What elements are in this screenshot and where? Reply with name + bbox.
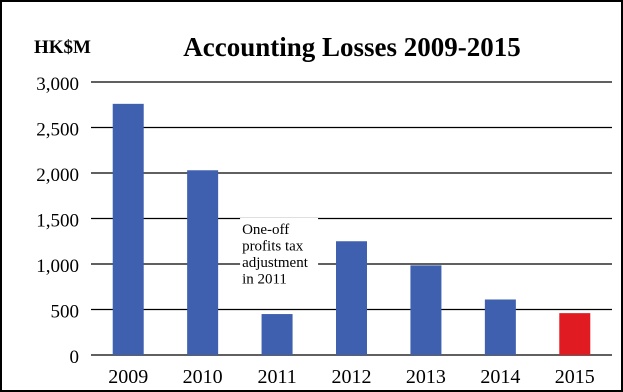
y-tick-labels: 0 500 1,000 1,500 2,000 2,500 3,000 bbox=[36, 74, 79, 368]
annotation-background bbox=[240, 218, 319, 292]
grid-lines bbox=[91, 81, 612, 356]
x-tick-label: 2012 bbox=[332, 366, 372, 388]
bar-2015 bbox=[559, 313, 591, 355]
x-tick-label: 2014 bbox=[480, 366, 520, 388]
x-tick-label: 2011 bbox=[257, 366, 296, 388]
annotation-line: adjustment bbox=[242, 255, 309, 271]
bar-2012 bbox=[336, 241, 367, 355]
bar-2010 bbox=[187, 170, 219, 355]
bar-2013 bbox=[410, 265, 442, 355]
annotation-line: One-off bbox=[242, 222, 289, 238]
x-tick-label: 2013 bbox=[406, 366, 446, 388]
annotation-line: profits tax bbox=[242, 239, 304, 255]
x-tick-label: 2015 bbox=[555, 366, 595, 388]
y-tick-label: 1,500 bbox=[36, 211, 79, 232]
x-tick-labels: 2009 2010 2011 2012 2013 2014 2015 bbox=[108, 366, 595, 388]
chart-title: Accounting Losses 2009-2015 bbox=[183, 32, 521, 62]
bar-2009 bbox=[112, 103, 144, 355]
annotation-line: in 2011 bbox=[242, 272, 287, 288]
y-tick-label: 1,000 bbox=[36, 256, 79, 277]
y-tick-label: 0 bbox=[70, 347, 80, 368]
y-axis-unit-label: HK$M bbox=[34, 37, 91, 58]
y-tick-label: 500 bbox=[51, 302, 80, 323]
x-tick-label: 2010 bbox=[183, 366, 223, 388]
x-tick-label: 2009 bbox=[108, 366, 148, 388]
y-tick-label: 2,500 bbox=[36, 120, 79, 141]
y-tick-label: 3,000 bbox=[36, 74, 79, 95]
bar-2014 bbox=[484, 299, 516, 355]
bars bbox=[112, 103, 591, 355]
bar-2011 bbox=[261, 314, 293, 355]
y-tick-label: 2,000 bbox=[36, 165, 79, 186]
